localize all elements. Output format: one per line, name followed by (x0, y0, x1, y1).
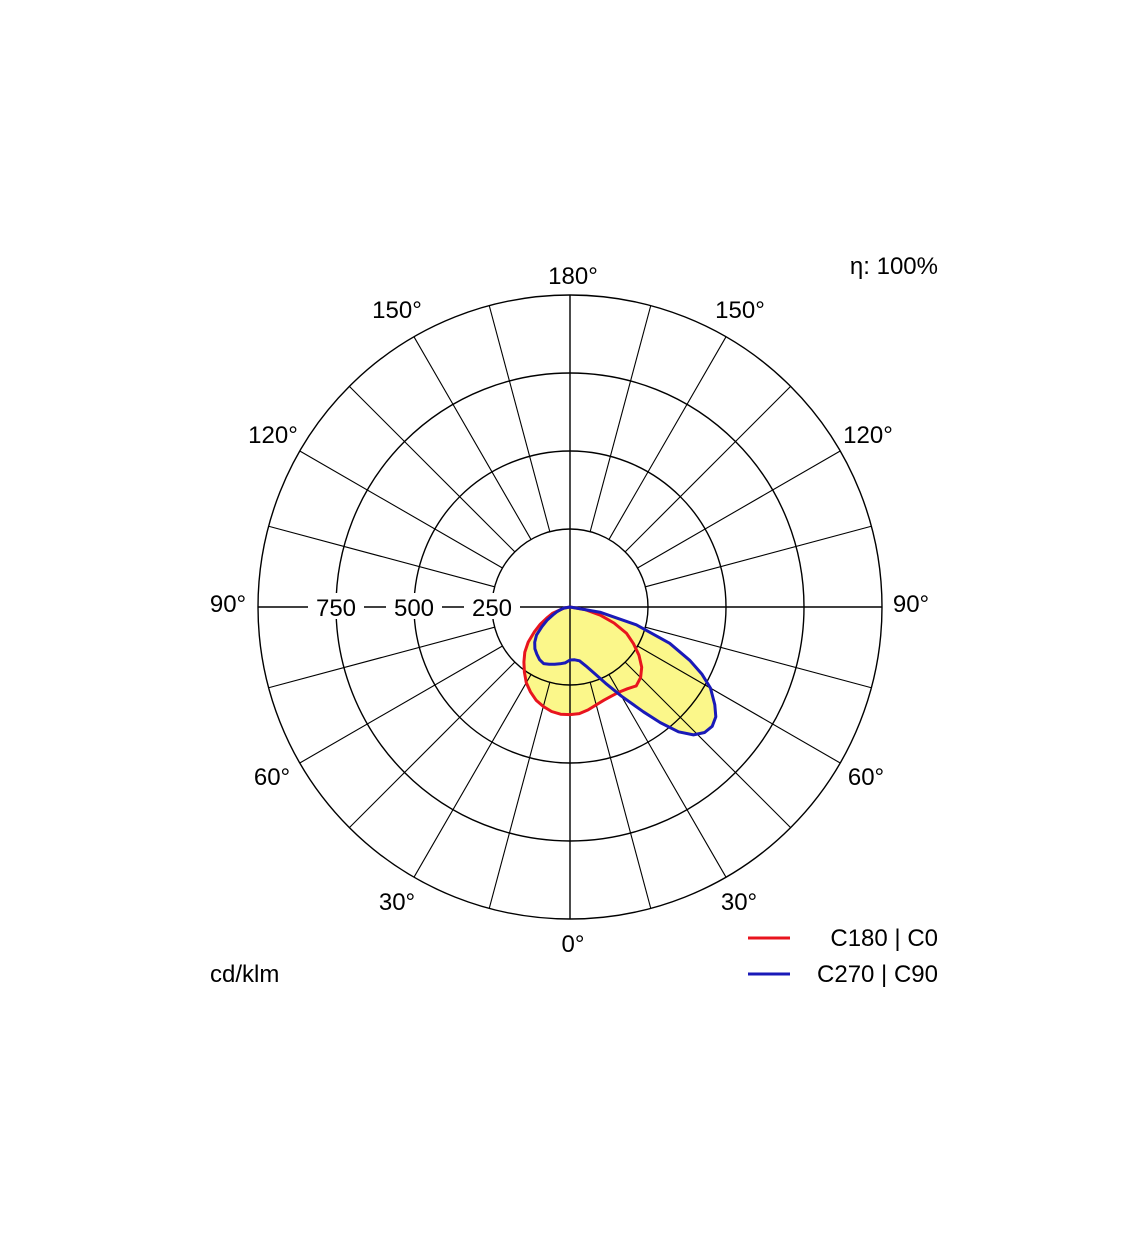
radial-tick-bg (464, 593, 520, 619)
radial-tick-label: 500 (394, 595, 434, 622)
radial-tick-label: 250 (472, 595, 512, 622)
grid-spoke (299, 450, 503, 569)
angle-label-150-right: 150° (715, 297, 765, 324)
angle-label-30-right: 30° (721, 889, 757, 916)
grid-spoke (268, 626, 495, 689)
legend-label-1: C180 | C0 (830, 925, 938, 952)
grid-spoke (299, 645, 503, 764)
legend: C180 | C0 C270 | C90 (748, 925, 938, 988)
radial-tick-labels: 250 500 750 (308, 593, 520, 622)
grid-spoke (488, 305, 551, 532)
angle-label-60-right: 60° (848, 764, 884, 791)
grid-spoke (488, 682, 551, 909)
grid-spoke (589, 682, 652, 909)
grid-spoke (413, 674, 532, 878)
angle-label-150-left: 150° (372, 297, 422, 324)
grid-spoke (413, 336, 532, 540)
grid-spoke (268, 525, 495, 588)
angle-label-90-right: 90° (893, 591, 929, 618)
grid-spoke (348, 385, 516, 553)
radial-tick-bg (308, 593, 364, 619)
grid-spoke (637, 645, 841, 764)
series-fill-2 (534, 607, 716, 735)
grid-spoke (608, 674, 727, 878)
grid-spoke (608, 336, 727, 540)
radial-tick-label: 750 (316, 595, 356, 622)
series-line-2 (533, 605, 718, 737)
grid-spoke (624, 661, 792, 829)
angle-label-30-left: 30° (379, 889, 415, 916)
series-line-1 (522, 605, 644, 717)
angle-label-90-left: 90° (210, 591, 246, 618)
grid-spoke (348, 661, 516, 829)
angle-label-0: 0° (562, 931, 585, 958)
angle-label-180: 180° (548, 263, 598, 290)
grid-spoke (589, 305, 652, 532)
grid-spoke (645, 525, 872, 588)
radial-tick-bg (386, 593, 442, 619)
legend-label-2: C270 | C90 (817, 961, 938, 988)
unit-label: cd/klm (210, 961, 279, 988)
angle-label-60-left: 60° (254, 764, 290, 791)
series-curves (522, 605, 718, 737)
angle-label-120-left: 120° (248, 422, 298, 449)
grid-spoke (624, 385, 792, 553)
grid-spoke (637, 450, 841, 569)
efficiency-label: η: 100% (850, 253, 938, 280)
grid-spoke (645, 626, 872, 689)
angle-label-120-right: 120° (843, 422, 893, 449)
